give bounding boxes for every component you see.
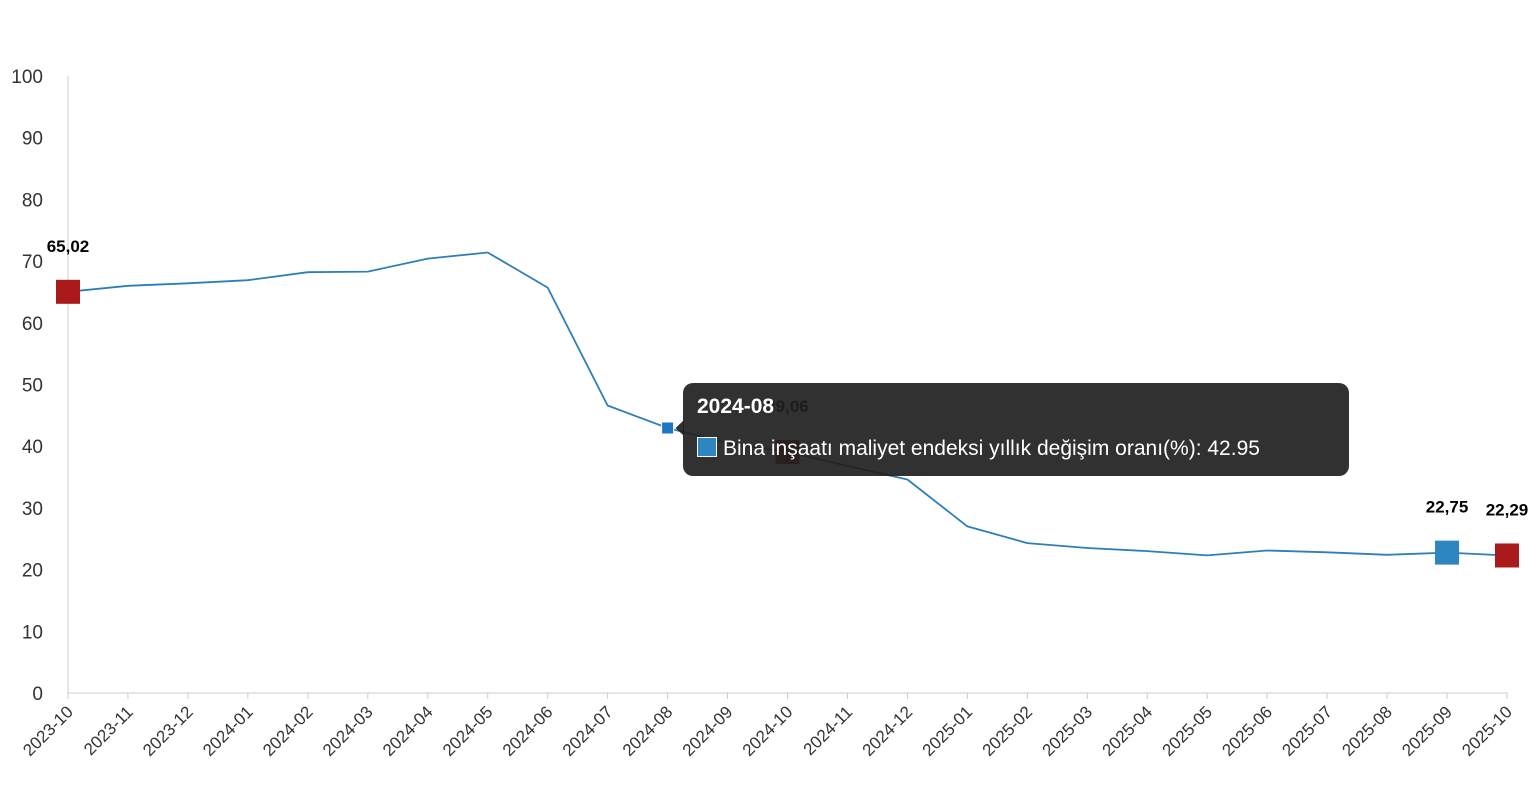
chart-tooltip: 2024-08 Bina inşaatı maliyet endeksi yıl… [683, 383, 1349, 476]
x-tick-label: 2024-06 [499, 702, 557, 760]
x-tick-label: 2023-12 [139, 702, 197, 760]
y-tick-label: 100 [11, 67, 43, 88]
y-tick-label: 80 [22, 190, 43, 211]
y-tick-label: 70 [22, 252, 43, 273]
y-tick-label: 60 [22, 314, 43, 335]
y-tick-label: 90 [22, 129, 43, 150]
x-tick-label: 2025-08 [1338, 702, 1396, 760]
x-tick-label: 2025-05 [1158, 702, 1216, 760]
highlight-marker [1435, 540, 1460, 565]
x-tick-label: 2024-02 [259, 702, 317, 760]
tooltip-series-swatch [697, 437, 717, 457]
data-label: 65,02 [47, 237, 90, 256]
x-tick-label: 2024-09 [679, 702, 737, 760]
x-tick-label: 2024-10 [739, 702, 797, 760]
x-tick-label: 2025-09 [1398, 702, 1456, 760]
x-tick-label: 2023-11 [80, 702, 137, 759]
x-tick-label: 2024-12 [859, 702, 917, 760]
hover-marker [661, 421, 675, 435]
y-tick-label: 0 [32, 684, 43, 705]
highlight-marker [1495, 543, 1519, 568]
x-tick-label: 2025-01 [919, 702, 977, 760]
tooltip-value: 42.95 [1207, 437, 1260, 460]
x-tick-label: 2025-10 [1458, 702, 1516, 760]
data-label: 22,75 [1426, 498, 1469, 517]
highlight-marker [56, 279, 80, 304]
tooltip-series-name: Bina inşaatı maliyet endeksi yıllık deği… [723, 437, 1196, 460]
x-tick-label: 2025-02 [979, 702, 1037, 760]
data-label: 22,29 [1486, 500, 1529, 519]
tooltip-row: Bina inşaatı maliyet endeksi yıllık deği… [697, 437, 1335, 461]
tooltip-title: 2024-08 [697, 395, 775, 418]
x-tick-label: 2023-10 [19, 702, 77, 760]
x-tick-label: 2025-06 [1218, 702, 1276, 760]
x-tick-label: 2024-11 [800, 702, 857, 759]
x-tick-label: 2025-04 [1099, 702, 1157, 760]
y-tick-label: 50 [22, 376, 43, 397]
x-tick-label: 2024-01 [199, 702, 257, 760]
y-tick-label: 10 [22, 622, 43, 643]
y-tick-label: 40 [22, 437, 43, 458]
x-tick-label: 2024-07 [559, 702, 617, 760]
tooltip-pointer [675, 419, 684, 436]
x-tick-label: 2024-04 [379, 702, 437, 760]
tooltip-separator: : [1195, 437, 1208, 460]
x-tick-label: 2024-05 [439, 702, 497, 760]
x-tick-label: 2025-03 [1039, 702, 1097, 760]
x-tick-label: 2024-03 [319, 702, 377, 760]
x-tick-label: 2025-07 [1278, 702, 1336, 760]
x-tick-label: 2024-08 [619, 702, 677, 760]
y-tick-label: 30 [22, 499, 43, 520]
y-tick-label: 20 [22, 561, 43, 582]
